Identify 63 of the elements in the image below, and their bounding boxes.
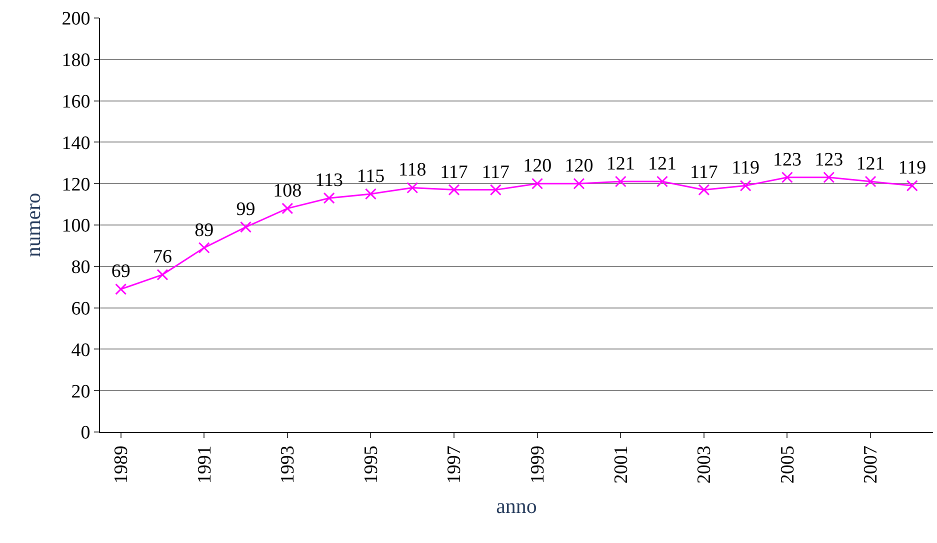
- y-tick-label: 100: [62, 216, 90, 237]
- data-label: 89: [194, 220, 214, 241]
- x-tick-label: 2003: [694, 446, 716, 484]
- point: [864, 176, 876, 188]
- data-label: 76: [152, 246, 172, 268]
- data-label: 113: [315, 170, 343, 192]
- point: [198, 242, 210, 254]
- data-label: 121: [856, 154, 885, 175]
- point: [156, 268, 168, 280]
- y-tick-label: 180: [62, 50, 90, 72]
- data-label: 120: [523, 156, 552, 177]
- data-label: 117: [482, 162, 510, 183]
- point: [823, 172, 835, 184]
- point: [532, 178, 544, 190]
- data-label: 117: [440, 162, 468, 183]
- x-tick-label: 1995: [360, 446, 382, 484]
- point: [573, 178, 585, 190]
- point: [614, 176, 626, 188]
- x-axis-title: anno: [496, 494, 537, 518]
- data-label: 121: [648, 154, 677, 175]
- y-tick-label: 0: [80, 422, 90, 444]
- point: [282, 202, 294, 214]
- point: [740, 180, 752, 192]
- data-label: 123: [814, 149, 844, 170]
- data-label: 108: [273, 180, 302, 202]
- data-label: 99: [236, 199, 256, 220]
- point: [448, 184, 460, 196]
- point: [698, 184, 710, 196]
- y-tick-label: 40: [71, 340, 90, 361]
- data-label: 117: [690, 162, 718, 183]
- data-label: 123: [772, 149, 802, 170]
- point: [115, 283, 127, 295]
- data-label: 121: [606, 154, 635, 175]
- x-tick-label: 1991: [194, 446, 216, 484]
- x-tick-label: 2001: [610, 446, 632, 484]
- x-tick-label: 1999: [528, 446, 549, 484]
- data-label: 119: [732, 158, 760, 179]
- data-label: 115: [356, 166, 385, 187]
- point: [240, 221, 252, 233]
- y-tick-label: 60: [71, 298, 90, 320]
- point: [323, 192, 335, 204]
- y-tick-label: 80: [71, 257, 90, 278]
- y-tick-label: 20: [71, 381, 90, 402]
- x-tick-label: 1997: [444, 446, 466, 484]
- point: [906, 180, 918, 192]
- data-label: 118: [398, 160, 426, 181]
- y-axis-title: numero: [20, 192, 45, 258]
- y-tick-label: 140: [62, 132, 90, 154]
- point: [406, 182, 418, 194]
- data-label: 120: [564, 156, 594, 177]
- data-label: 119: [898, 158, 926, 179]
- point: [364, 188, 376, 200]
- point: [656, 176, 668, 188]
- y-tick-label: 200: [62, 8, 90, 30]
- data-label: 69: [111, 261, 130, 282]
- y-tick-label: 160: [62, 91, 90, 112]
- x-tick-label: 1989: [111, 446, 132, 484]
- point: [490, 184, 502, 196]
- x-tick-label: 2007: [860, 446, 882, 484]
- y-tick-label: 120: [62, 174, 90, 196]
- x-tick-label: 2005: [777, 446, 798, 484]
- x-tick-label: 1993: [278, 446, 299, 484]
- point: [781, 172, 793, 184]
